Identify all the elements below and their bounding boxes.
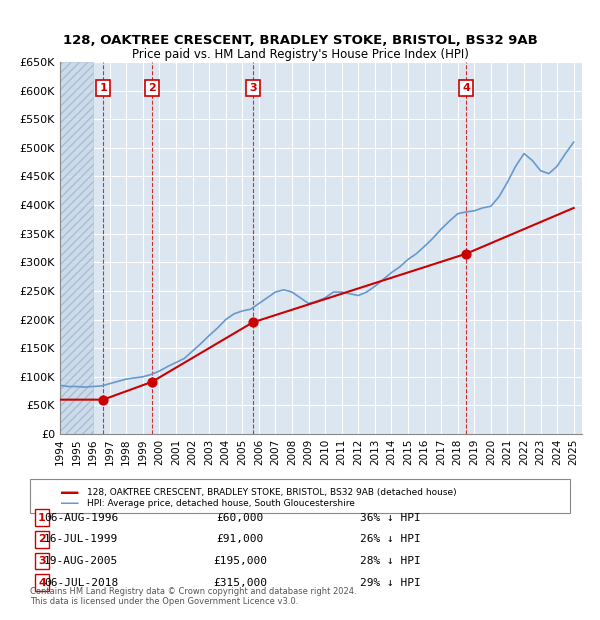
- Text: Contains HM Land Registry data © Crown copyright and database right 2024.
This d: Contains HM Land Registry data © Crown c…: [30, 587, 356, 606]
- Text: 06-AUG-1996: 06-AUG-1996: [44, 513, 118, 523]
- Text: —: —: [60, 484, 79, 502]
- Point: [248, 317, 257, 327]
- Text: 16-JUL-1999: 16-JUL-1999: [44, 534, 118, 544]
- Point: [147, 377, 157, 387]
- Text: 4: 4: [462, 83, 470, 93]
- Text: 29% ↓ HPI: 29% ↓ HPI: [359, 578, 421, 588]
- Text: £91,000: £91,000: [217, 534, 263, 544]
- Text: 3: 3: [249, 83, 257, 93]
- Text: 19-AUG-2005: 19-AUG-2005: [44, 556, 118, 566]
- Text: 1: 1: [38, 513, 46, 523]
- Text: 128, OAKTREE CRESCENT, BRADLEY STOKE, BRISTOL, BS32 9AB: 128, OAKTREE CRESCENT, BRADLEY STOKE, BR…: [62, 34, 538, 47]
- Text: £195,000: £195,000: [213, 556, 267, 566]
- Text: 06-JUL-2018: 06-JUL-2018: [44, 578, 118, 588]
- Text: Price paid vs. HM Land Registry's House Price Index (HPI): Price paid vs. HM Land Registry's House …: [131, 48, 469, 61]
- Text: 2: 2: [38, 534, 46, 544]
- Text: 36% ↓ HPI: 36% ↓ HPI: [359, 513, 421, 523]
- Text: 1: 1: [99, 83, 107, 93]
- Text: 26% ↓ HPI: 26% ↓ HPI: [359, 534, 421, 544]
- Point: [98, 395, 108, 405]
- Text: £315,000: £315,000: [213, 578, 267, 588]
- Text: 3: 3: [38, 556, 46, 566]
- Text: HPI: Average price, detached house, South Gloucestershire: HPI: Average price, detached house, Sout…: [87, 499, 355, 508]
- Text: £60,000: £60,000: [217, 513, 263, 523]
- Point: [461, 249, 471, 259]
- Text: 28% ↓ HPI: 28% ↓ HPI: [359, 556, 421, 566]
- Text: —: —: [60, 494, 80, 513]
- Text: 2: 2: [148, 83, 155, 93]
- Text: 128, OAKTREE CRESCENT, BRADLEY STOKE, BRISTOL, BS32 9AB (detached house): 128, OAKTREE CRESCENT, BRADLEY STOKE, BR…: [87, 489, 457, 497]
- Text: 4: 4: [38, 578, 46, 588]
- Bar: [60, 62, 93, 434]
